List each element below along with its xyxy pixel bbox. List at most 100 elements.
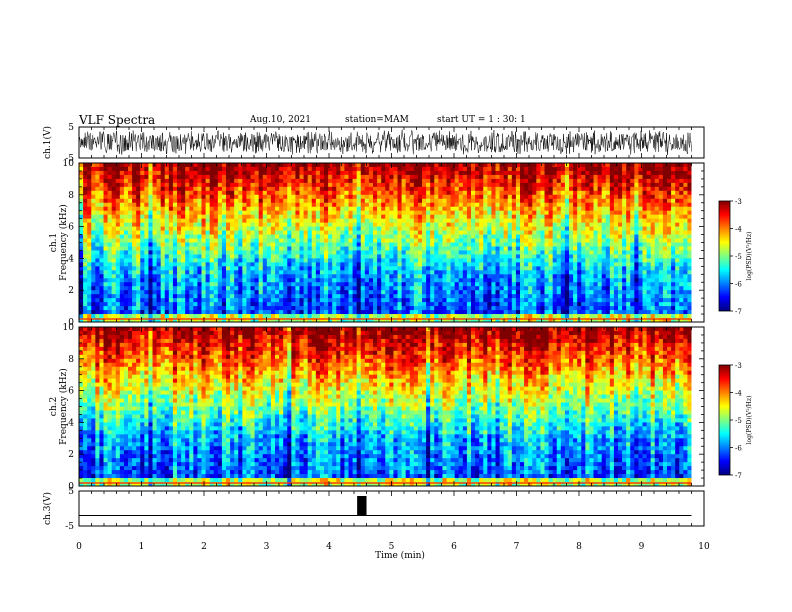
spectrogram-ch1-cell xyxy=(471,234,476,239)
spectrogram-ch1-cell xyxy=(450,254,456,259)
spectrogram-ch1-cell xyxy=(450,186,456,192)
spectrogram-ch1-cell xyxy=(299,170,304,176)
spectrogram-ch1-cell xyxy=(675,206,680,212)
spectrogram-ch1-cell xyxy=(613,222,619,228)
spectrogram-ch1-cell xyxy=(319,238,325,243)
spectrogram-ch1-cell xyxy=(238,198,243,204)
spectrogram-ch1-cell xyxy=(95,278,100,283)
spectrogram-ch1-cell xyxy=(283,238,288,243)
spectrogram-ch1-cell xyxy=(454,202,460,208)
spectrogram-ch1-cell xyxy=(185,294,190,299)
spectrogram-ch1-cell xyxy=(217,238,223,243)
spectrogram-ch1-cell xyxy=(560,174,566,180)
spectrogram-ch1-cell xyxy=(642,278,647,283)
spectrogram-ch1-cell xyxy=(185,266,190,271)
spectrogram-ch1-cell xyxy=(213,214,219,220)
spectrogram-ch1-cell xyxy=(577,166,582,172)
spectrogram-ch1-cell xyxy=(442,170,447,176)
spectrogram-ch1-cell xyxy=(658,163,664,168)
spectrogram-ch1-cell xyxy=(266,234,272,239)
spectrogram-ch1-cell xyxy=(136,214,141,220)
spectrogram-ch1-cell xyxy=(119,238,125,243)
spectrogram-ch1-cell xyxy=(471,222,476,228)
spectrogram-ch1-cell xyxy=(577,226,582,231)
spectrogram-ch1-cell xyxy=(283,258,288,263)
spectrogram-ch1-cell xyxy=(79,226,84,231)
spectrogram-ch1-cell xyxy=(667,174,672,180)
spectrogram-ch1-cell xyxy=(458,246,464,251)
spectrogram-ch1-cell xyxy=(622,202,627,208)
spectrogram-ch1-cell xyxy=(270,163,276,168)
spectrogram-ch1-cell xyxy=(295,290,300,295)
spectrogram-ch1-cell xyxy=(507,274,513,279)
spectrogram-ch1-cell xyxy=(540,218,545,224)
spectrogram-ch1-cell xyxy=(487,254,492,259)
spectrogram-ch1-cell xyxy=(197,206,202,212)
spectrogram-ch1-cell xyxy=(613,190,619,196)
spectrogram-ch1-cell xyxy=(634,262,639,267)
spectrogram-ch1-cell xyxy=(373,258,378,263)
spectrogram-ch1-cell xyxy=(471,218,476,224)
spectrogram-ch1-cell xyxy=(483,226,488,231)
spectrogram-ch1-cell xyxy=(642,270,647,275)
spectrogram-ch1-cell xyxy=(426,238,431,243)
spectrogram-ch1-cell xyxy=(593,274,598,279)
spectrogram-ch1-cell xyxy=(177,294,182,299)
spectrogram-ch1-cell xyxy=(511,250,517,255)
spectrogram-ch1-cell xyxy=(373,290,378,295)
spectrogram-ch1-cell xyxy=(544,278,549,283)
spectrogram-ch1-cell xyxy=(528,270,533,275)
spectrogram-ch1-cell xyxy=(520,270,525,275)
spectrogram-ch1-cell xyxy=(340,278,345,283)
spectrogram-ch1-cell xyxy=(368,258,374,263)
spectrogram-ch1-cell xyxy=(177,262,182,267)
spectrogram-ch1-cell xyxy=(422,282,427,287)
spectrogram-ch1-cell xyxy=(487,170,492,176)
spectrogram-ch1-cell xyxy=(458,198,464,204)
spectrogram-ch1-cell xyxy=(389,222,394,228)
spectrogram-ch1-cell xyxy=(642,170,647,176)
spectrogram-ch1-cell xyxy=(438,234,443,239)
spectrogram-ch1-cell xyxy=(221,170,227,176)
spectrogram-ch1-cell xyxy=(197,234,202,239)
spectrogram-ch1-cell xyxy=(454,222,460,228)
spectrogram-ch1-cell xyxy=(654,178,660,184)
spectrogram-ch1-cell xyxy=(662,210,668,216)
spectrogram-ch1-cell xyxy=(622,210,627,216)
spectrogram-ch1-cell xyxy=(136,202,141,208)
spectrogram-ch1-cell xyxy=(438,170,443,176)
spectrogram-ch1-cell xyxy=(634,194,639,200)
spectrogram-ch1-cell xyxy=(630,270,635,275)
spectrogram-ch1-cell xyxy=(491,226,496,231)
spectrogram-ch1-cell xyxy=(564,238,570,243)
spectrogram-ch1-cell xyxy=(389,286,394,291)
spectrogram-ch1-cell xyxy=(475,286,480,291)
spectrogram-ch1-cell xyxy=(217,174,223,180)
spectrogram-ch1-cell xyxy=(377,250,382,255)
spectrogram-ch1-cell xyxy=(671,170,676,176)
spectrogram-ch1-cell xyxy=(573,250,578,255)
spectrogram-ch1-cell xyxy=(140,270,145,275)
spectrogram-ch1-cell xyxy=(234,286,239,291)
spectrogram-ch1-cell xyxy=(556,170,562,176)
spectrogram-ch1-cell xyxy=(99,178,104,184)
spectrogram-ch1-cell xyxy=(356,234,362,239)
spectrogram-ch1-cell xyxy=(626,254,631,259)
spectrogram-ch1-cell xyxy=(626,182,631,188)
spectrogram-ch1-cell xyxy=(279,262,284,267)
spectrogram-ch1-cell xyxy=(221,286,227,291)
spectrogram-ch1-cell xyxy=(181,214,186,220)
spectrogram-ch1-cell xyxy=(250,194,255,200)
spectrogram-ch1-cell xyxy=(348,226,353,231)
spectrogram-ch1-cell xyxy=(181,250,186,255)
spectrogram-ch1-cell xyxy=(360,246,366,251)
spectrogram-ch1-cell xyxy=(422,250,427,255)
spectrogram-ch1-cell xyxy=(152,270,157,275)
spectrogram-ch1-cell xyxy=(503,182,509,188)
spectrogram-ch1-cell xyxy=(299,206,304,212)
spectrogram-ch1-cell xyxy=(287,178,292,184)
spectrogram-ch1-cell xyxy=(381,246,386,251)
spectrogram-ch1-cell xyxy=(454,230,460,235)
spectrogram-ch1-cell xyxy=(634,258,639,263)
spectrogram-ch1-cell xyxy=(152,238,157,243)
